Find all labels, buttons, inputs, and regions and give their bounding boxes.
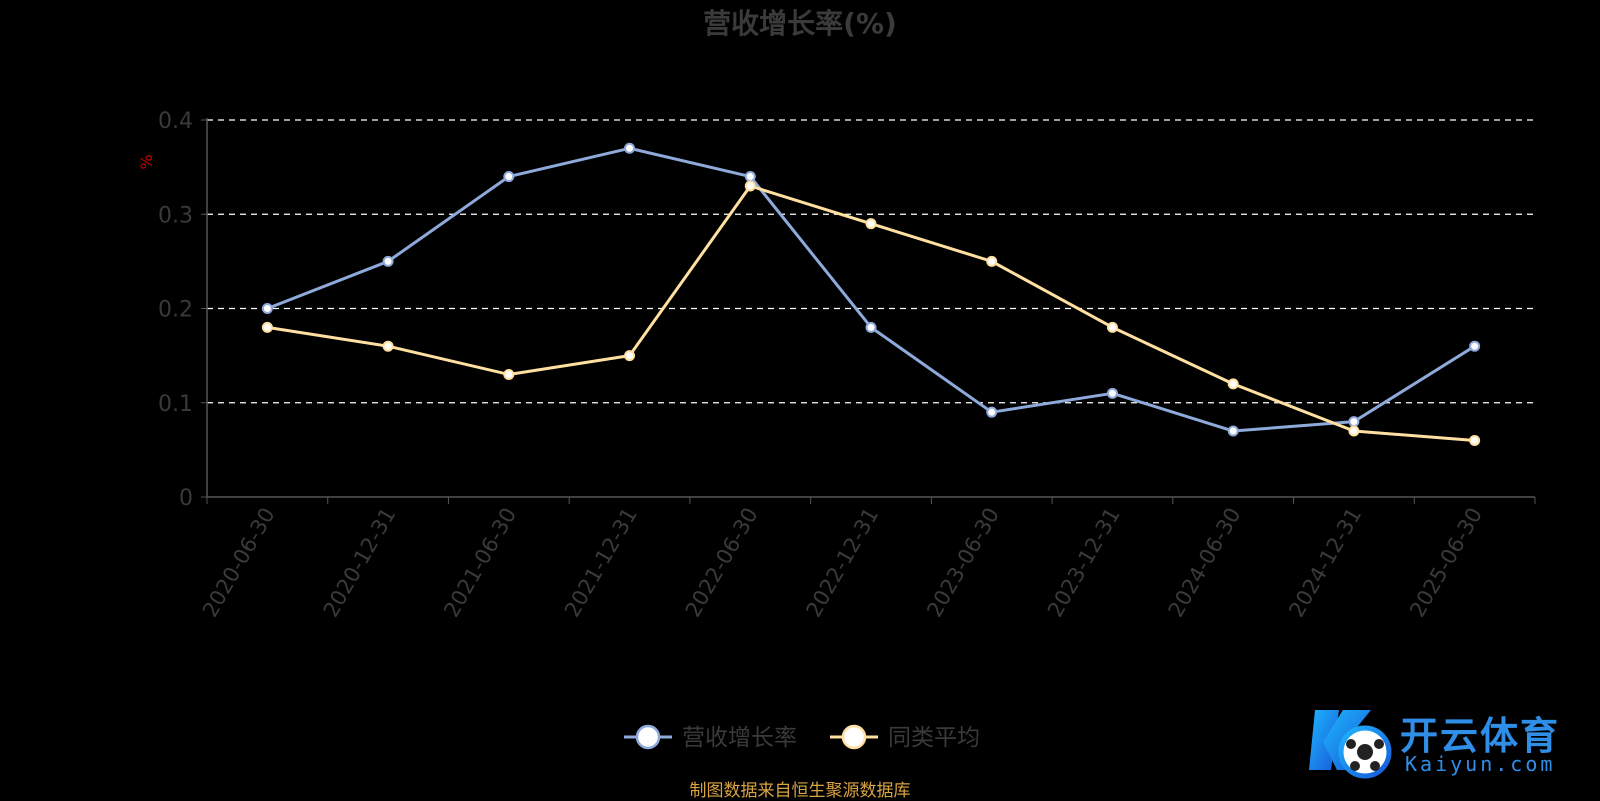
series-1-point xyxy=(744,171,756,183)
x-tick-label: 2020-06-30 xyxy=(198,504,280,622)
series-2-point xyxy=(1106,321,1118,333)
series-1-point xyxy=(865,321,877,333)
series-1-point xyxy=(624,142,636,154)
series-2-point xyxy=(1227,378,1239,390)
x-tick-label: 2021-12-31 xyxy=(560,504,642,622)
x-tick-label: 2022-06-30 xyxy=(681,504,763,622)
x-tick-label: 2023-12-31 xyxy=(1043,504,1125,622)
series-2-point xyxy=(865,218,877,230)
x-tick-label: 2024-06-30 xyxy=(1164,504,1246,622)
series-2-point xyxy=(1469,434,1481,446)
logo-emblem-icon xyxy=(1309,710,1392,779)
series-1-point xyxy=(1106,387,1118,399)
series-2-point xyxy=(503,368,515,380)
series-1-point xyxy=(1348,416,1360,428)
chart-title: 营收增长率(%) xyxy=(703,7,897,40)
y-tick-label: 0.1 xyxy=(158,392,193,417)
series-1-point xyxy=(261,303,273,314)
y-tick-label: 0.3 xyxy=(158,203,193,228)
kaiyun-logo: 开云体育 Kaiyun.com xyxy=(1305,700,1590,788)
series-1-point xyxy=(382,255,394,267)
series-2-point xyxy=(744,180,756,192)
legend-label-1: 营收增长率 xyxy=(682,725,797,751)
x-tick-label: 2024-12-31 xyxy=(1284,504,1366,622)
y-tick-label: 0.2 xyxy=(158,298,193,323)
series-1-point xyxy=(986,406,998,418)
series-2-point xyxy=(1348,425,1360,437)
y-axis-label: % xyxy=(137,154,156,169)
data-source-note: 制图数据来自恒生聚源数据库 xyxy=(689,781,911,801)
series-1-point xyxy=(1469,340,1481,352)
legend-label-2: 同类平均 xyxy=(888,725,980,751)
x-tick-label: 2021-06-30 xyxy=(439,504,521,622)
series-1-point xyxy=(503,171,515,183)
series-2-point xyxy=(624,350,636,362)
x-tick-label: 2022-12-31 xyxy=(802,504,884,622)
y-tick-label: 0 xyxy=(179,486,193,511)
x-tick-label: 2025-06-30 xyxy=(1405,504,1487,622)
legend-marker-2 xyxy=(841,724,867,750)
y-tick-label: 0.4 xyxy=(158,109,193,134)
logo-text-en: Kaiyun.com xyxy=(1405,752,1556,776)
series-2-point xyxy=(382,340,394,352)
series-2-point xyxy=(261,321,273,333)
series-2-point xyxy=(986,255,998,267)
legend-marker-1 xyxy=(635,724,661,750)
logo-text-cn: 开云体育 xyxy=(1400,714,1561,758)
series-line-1 xyxy=(266,146,1476,433)
x-tick-label: 2023-06-30 xyxy=(922,504,1004,622)
series-1-point xyxy=(1227,425,1239,437)
x-tick-label: 2020-12-31 xyxy=(319,504,401,622)
